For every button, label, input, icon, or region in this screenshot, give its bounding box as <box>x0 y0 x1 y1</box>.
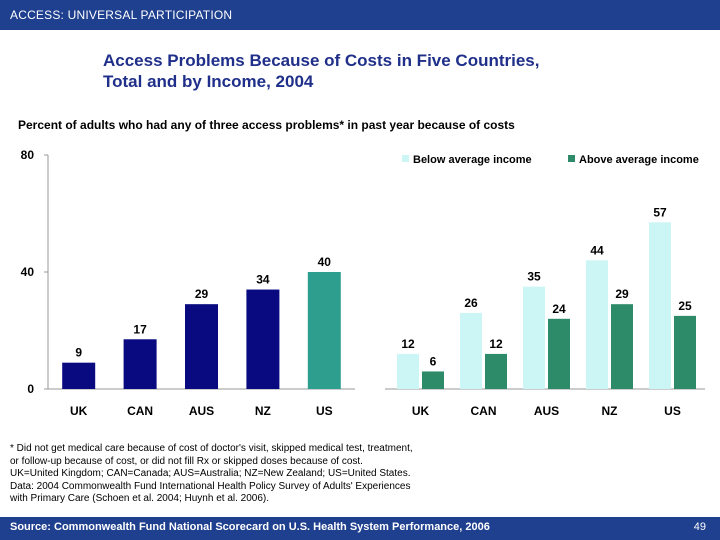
data-label: 29 <box>195 287 209 301</box>
x-tick-label: UK <box>70 404 88 418</box>
bar-total-us <box>307 272 341 389</box>
data-label: 29 <box>615 287 629 301</box>
bar-above-uk <box>422 371 444 389</box>
footnotes: * Did not get medical care because of co… <box>10 443 570 506</box>
data-label: 26 <box>464 296 478 310</box>
bar-total-can <box>123 339 157 389</box>
bar-below-uk <box>397 353 419 389</box>
legend-label: Above average income <box>579 154 699 166</box>
y-tick-label: 0 <box>27 382 34 396</box>
x-tick-label: US <box>664 404 681 418</box>
x-tick-label: AUS <box>189 404 214 418</box>
bar-charts: 0 40 80 9 UK 17 CAN 29 AUS 34 NZ 40 US 12 6 UK 26 12 CAN 35… <box>21 148 705 418</box>
chart-subtitle: Percent of adults who had any of three a… <box>18 118 515 132</box>
x-tick-label: CAN <box>127 404 153 418</box>
footnote-line: Data: 2004 Commonwealth Fund Internation… <box>10 480 411 492</box>
data-label: 57 <box>653 205 667 219</box>
x-tick-label: UK <box>412 404 430 418</box>
bar-below-us <box>649 222 671 389</box>
x-tick-label: AUS <box>534 404 559 418</box>
slide-title-line-2: Total and by Income, 2004 <box>103 72 314 91</box>
bar-below-can <box>460 312 482 389</box>
bar-above-aus <box>548 318 570 389</box>
x-tick-label: CAN <box>471 404 497 418</box>
data-label: 17 <box>133 322 147 336</box>
footer-bar: Source: Commonwealth Fund National Score… <box>0 517 720 540</box>
data-label: 9 <box>75 346 82 360</box>
x-tick-label: US <box>316 404 333 418</box>
data-label: 40 <box>318 255 332 269</box>
data-label: 25 <box>678 299 692 313</box>
section-header-text: ACCESS: UNIVERSAL PARTICIPATION <box>10 8 233 22</box>
bar-below-nz <box>586 260 608 389</box>
footnote-line: UK=United Kingdom; CAN=Canada; AUS=Austr… <box>10 468 411 479</box>
x-tick-label: NZ <box>602 404 618 418</box>
footnote-line: * Did not get medical care because of co… <box>10 443 413 454</box>
page-number: 49 <box>693 521 706 533</box>
legend-swatch <box>402 155 409 162</box>
bar-total-nz <box>246 289 280 389</box>
slide-title: Access Problems Because of Costs in Five… <box>103 50 663 92</box>
legend-label: Below average income <box>413 154 532 166</box>
section-header-bar: ACCESS: UNIVERSAL PARTICIPATION <box>0 0 720 30</box>
footnote-line: with Primary Care (Schoen et al. 2004; H… <box>10 493 270 504</box>
data-label: 12 <box>401 337 415 351</box>
bar-above-us <box>674 315 696 389</box>
bar-above-nz <box>611 304 633 389</box>
data-label: 34 <box>256 273 270 287</box>
data-label: 12 <box>489 337 503 351</box>
data-label: 35 <box>527 270 541 284</box>
x-tick-label: NZ <box>255 404 271 418</box>
bar-below-aus <box>523 286 545 389</box>
slide-title-line-1: Access Problems Because of Costs in Five… <box>103 51 540 70</box>
bar-total-uk <box>62 362 96 389</box>
data-label: 24 <box>552 302 566 316</box>
source-text: Source: Commonwealth Fund National Score… <box>10 521 490 533</box>
footnote-line: or follow-up because of cost, or did not… <box>10 455 363 467</box>
y-tick-label: 40 <box>21 265 35 279</box>
data-label: 44 <box>590 243 604 257</box>
bar-above-can <box>485 353 507 389</box>
legend-swatch <box>568 155 575 162</box>
y-tick-label: 80 <box>21 148 35 162</box>
data-label: 6 <box>430 354 437 368</box>
bar-total-aus <box>185 304 218 389</box>
